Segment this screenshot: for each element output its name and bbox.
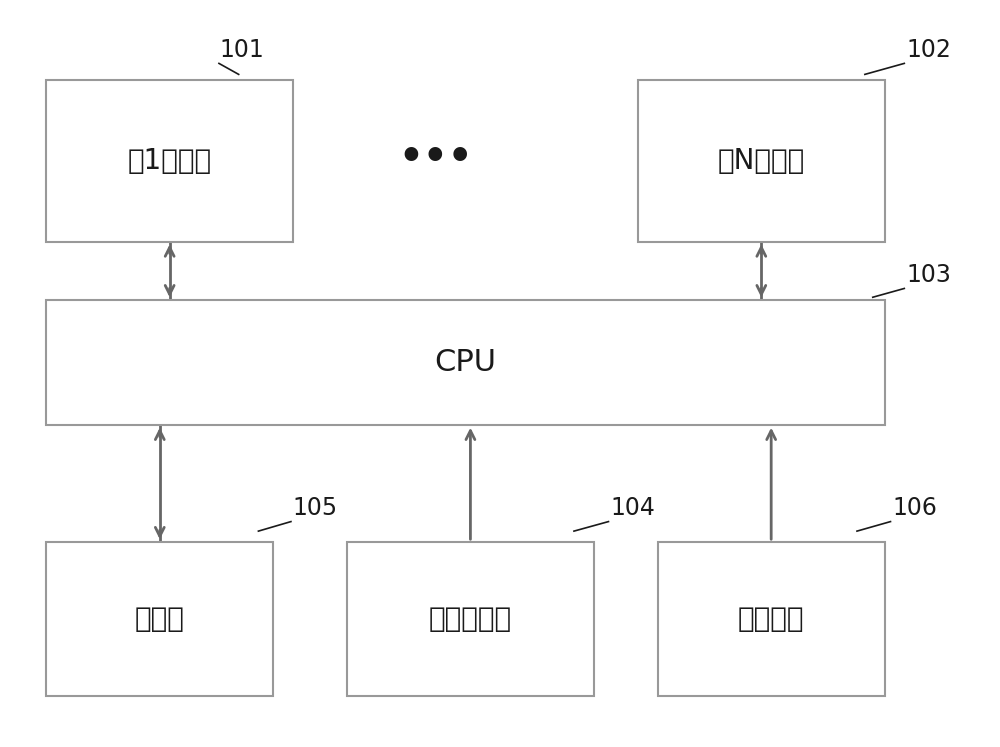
Bar [638, 80, 885, 241]
Text: •••: ••• [399, 138, 473, 176]
Text: 其它外设: 其它外设 [738, 605, 804, 633]
Text: 102: 102 [906, 38, 951, 62]
Text: 传感器: 传感器 [135, 605, 185, 633]
Text: 第1显示屏: 第1显示屏 [128, 147, 212, 175]
Text: 第N显示屏: 第N显示屏 [718, 147, 805, 175]
Text: 104: 104 [610, 496, 655, 520]
Text: 101: 101 [219, 38, 264, 62]
Bar [46, 80, 293, 241]
Text: 103: 103 [906, 263, 951, 287]
Bar [347, 542, 594, 696]
Bar [46, 542, 273, 696]
Bar [658, 542, 885, 696]
Text: CPU: CPU [434, 348, 496, 377]
Text: 第一存储器: 第一存储器 [429, 605, 512, 633]
Bar [46, 300, 885, 425]
Text: 105: 105 [293, 496, 338, 520]
Text: 106: 106 [892, 496, 937, 520]
